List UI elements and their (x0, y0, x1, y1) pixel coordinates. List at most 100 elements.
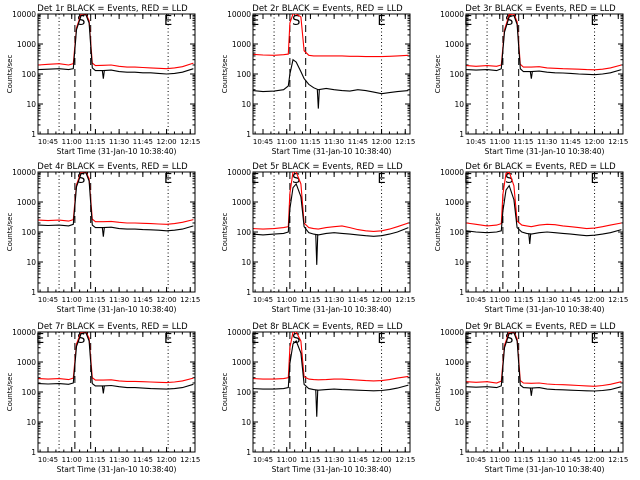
y-tick-label: 10 (26, 100, 36, 109)
series-line-events (253, 340, 409, 392)
marker-label-e: E (464, 332, 472, 347)
x-tick-label: 11:30 (324, 296, 344, 304)
series-line-events (466, 14, 622, 76)
chart-title: Det 7r BLACK = Events, RED = LLD (37, 322, 188, 332)
y-axis-label: Counts/sec (6, 55, 14, 94)
x-tick-label: 12:15 (180, 138, 200, 146)
x-tick-label: 11:15 (513, 296, 533, 304)
marker-label-s: S (505, 14, 513, 29)
series-line-lld (466, 172, 622, 230)
y-tick-label: 1000 (17, 358, 36, 367)
y-tick-label: 1 (31, 130, 36, 139)
series-line-lld (253, 14, 409, 58)
x-tick-label: 11:15 (300, 456, 320, 464)
y-tick-label: 100 (237, 228, 252, 237)
series-line-lld (253, 332, 409, 382)
x-axis-label: Start Time (31-Jan-10 10:38:40) (57, 465, 177, 474)
series-group (466, 332, 622, 396)
x-tick-label: 12:15 (395, 456, 415, 464)
x-tick-label: 12:00 (584, 456, 604, 464)
x-tick-label: 11:45 (133, 138, 153, 146)
x-tick-label: 12:00 (156, 296, 176, 304)
y-tick-label: 100 (22, 70, 37, 79)
plot-frame (252, 171, 411, 293)
chart-title: Det 6r BLACK = Events, RED = LLD (465, 162, 616, 172)
y-tick-label: 100 (450, 70, 465, 79)
chart-title: Det 3r BLACK = Events, RED = LLD (465, 4, 616, 14)
plot-frame (252, 13, 411, 135)
series-group (466, 172, 622, 244)
chart-panel-9: Det 9r BLACK = Events, RED = LLD 1 10 100 10… (434, 322, 628, 474)
series-line-lld (38, 332, 194, 384)
series-line-events (38, 14, 194, 75)
plot-frame (252, 331, 411, 453)
y-tick-label: 10000 (440, 328, 464, 337)
x-tick-label: 12:00 (156, 456, 176, 464)
y-tick-label: 1 (246, 448, 251, 457)
y-axis-label: Counts/sec (6, 373, 14, 412)
x-tick-label: 11:45 (133, 456, 153, 464)
y-tick-label: 1 (459, 130, 464, 139)
marker-label-s: S (77, 14, 85, 29)
x-tick-label: 11:15 (85, 456, 105, 464)
marker-label-e: E (36, 332, 44, 347)
x-tick-label: 11:00 (62, 296, 82, 304)
y-axis-label: Counts/sec (6, 213, 14, 252)
series-group (38, 332, 194, 394)
x-tick-label: 12:00 (371, 138, 391, 146)
marker-label-e: E (164, 332, 172, 347)
x-tick-label: 11:30 (537, 296, 557, 304)
chart-title: Det 4r BLACK = Events, RED = LLD (37, 162, 188, 172)
y-axis-label: Counts/sec (221, 213, 229, 252)
x-tick-label: 10:45 (466, 138, 486, 146)
series-line-events (38, 172, 194, 232)
events-dip-spike (101, 227, 105, 237)
y-tick-label: 10 (241, 418, 251, 427)
x-tick-label: 11:45 (348, 456, 368, 464)
y-axis-label: Counts/sec (221, 55, 229, 94)
marker-label-s: S (292, 14, 300, 29)
x-tick-label: 11:00 (62, 456, 82, 464)
x-tick-label: 12:00 (371, 456, 391, 464)
x-tick-label: 12:00 (156, 138, 176, 146)
y-tick-label: 10000 (227, 10, 251, 19)
x-tick-label: 11:45 (561, 456, 581, 464)
series-line-lld (466, 332, 622, 387)
chart-panel-8: Det 8r BLACK = Events, RED = LLD 1 10 100 10… (221, 322, 415, 474)
y-tick-label: 1 (31, 448, 36, 457)
x-tick-label: 11:15 (513, 138, 533, 146)
x-tick-label: 11:30 (537, 138, 557, 146)
marker-label-e: E (590, 14, 598, 29)
marker-label-s: S (505, 172, 513, 187)
x-tick-label: 11:30 (109, 456, 129, 464)
chart-panel-2: Det 2r BLACK = Events, RED = LLD 1 10 100 10… (221, 4, 415, 156)
x-tick-label: 12:15 (608, 296, 628, 304)
series-line-events (466, 332, 622, 392)
events-dip-spike (316, 89, 320, 109)
series-group (253, 332, 409, 417)
y-tick-label: 1000 (17, 198, 36, 207)
x-tick-label: 11:30 (537, 456, 557, 464)
x-tick-label: 11:45 (561, 138, 581, 146)
y-tick-label: 1000 (445, 40, 464, 49)
series-line-events (466, 184, 622, 237)
series-group (466, 14, 622, 79)
y-tick-label: 10 (241, 100, 251, 109)
marker-label-e: E (377, 14, 385, 29)
x-tick-label: 10:45 (466, 296, 486, 304)
y-tick-label: 10000 (12, 10, 36, 19)
plot-frame (37, 171, 196, 293)
marker-label-e: E (464, 14, 472, 29)
y-tick-label: 10000 (440, 10, 464, 19)
y-tick-label: 10 (26, 258, 36, 267)
series-line-lld (38, 14, 194, 70)
x-tick-label: 11:00 (490, 456, 510, 464)
y-tick-label: 100 (22, 388, 37, 397)
events-dip-spike (529, 71, 533, 79)
y-tick-label: 10000 (227, 168, 251, 177)
x-tick-label: 10:45 (253, 138, 273, 146)
y-tick-label: 10000 (12, 328, 36, 337)
marker-label-e: E (464, 172, 472, 187)
y-axis-label: Counts/sec (434, 373, 442, 412)
chart-panel-3: Det 3r BLACK = Events, RED = LLD 1 10 100 10… (434, 4, 628, 156)
